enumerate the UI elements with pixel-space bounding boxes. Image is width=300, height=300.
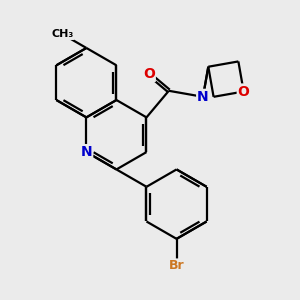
Text: N: N [81, 145, 92, 159]
Text: Br: Br [169, 260, 184, 272]
Text: CH₃: CH₃ [51, 29, 74, 39]
Text: O: O [238, 85, 250, 98]
Text: O: O [143, 67, 155, 81]
Text: N: N [197, 90, 209, 104]
